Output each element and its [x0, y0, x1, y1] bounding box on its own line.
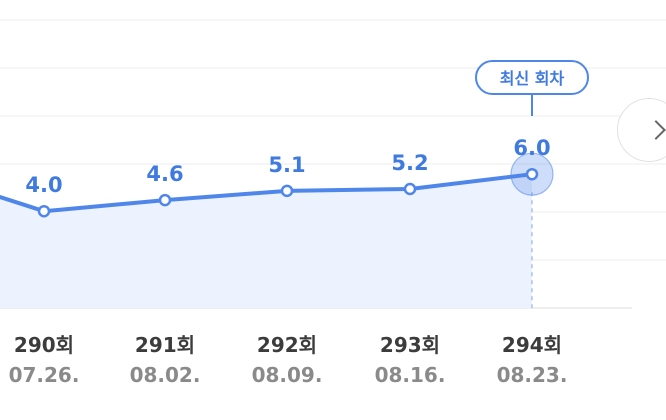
x-tick-label-date: 08.23.: [497, 363, 568, 387]
data-point: [280, 184, 294, 198]
series-area: [0, 174, 532, 308]
x-tick-label-date: 08.16.: [375, 363, 446, 387]
line-layer: [0, 172, 534, 308]
data-point: [37, 204, 51, 218]
marker-layer: [37, 152, 554, 218]
chevron-right-icon: [646, 120, 666, 140]
value-label: 4.0: [25, 173, 62, 197]
latest-point-halo-outline: [510, 152, 554, 196]
area-layer: [0, 174, 532, 308]
value-label: 4.6: [146, 162, 183, 186]
x-tick-label-round: 290회: [14, 333, 74, 357]
x-tick-label-date: 08.09.: [252, 363, 323, 387]
x-tick-label-round: 291회: [135, 333, 195, 357]
data-point: [158, 193, 172, 207]
x-tick-label-round: 292회: [257, 333, 317, 357]
x-tick-label-round: 293회: [380, 333, 440, 357]
value-label: 6.0: [513, 136, 550, 160]
series-line: [0, 172, 534, 214]
label-layer: 4.0 4.6 5.1 5.2 6.0 최신 회차: [25, 60, 589, 197]
data-point: [403, 182, 417, 196]
x-tick-label-date: 08.02.: [130, 363, 201, 387]
x-tick-label-date: 07.26.: [9, 363, 80, 387]
latest-badge-label: 최신 회차: [500, 69, 565, 88]
value-label: 5.1: [268, 153, 305, 177]
x-axis-labels: 290회 07.26. 291회 08.02. 292회 08.09. 293회 08.16.…: [9, 333, 568, 387]
x-tick-label-round: 294회: [502, 333, 562, 357]
data-point: [525, 167, 539, 181]
value-label: 5.2: [391, 151, 428, 175]
next-button[interactable]: [617, 98, 666, 162]
latest-badge: [475, 60, 589, 95]
